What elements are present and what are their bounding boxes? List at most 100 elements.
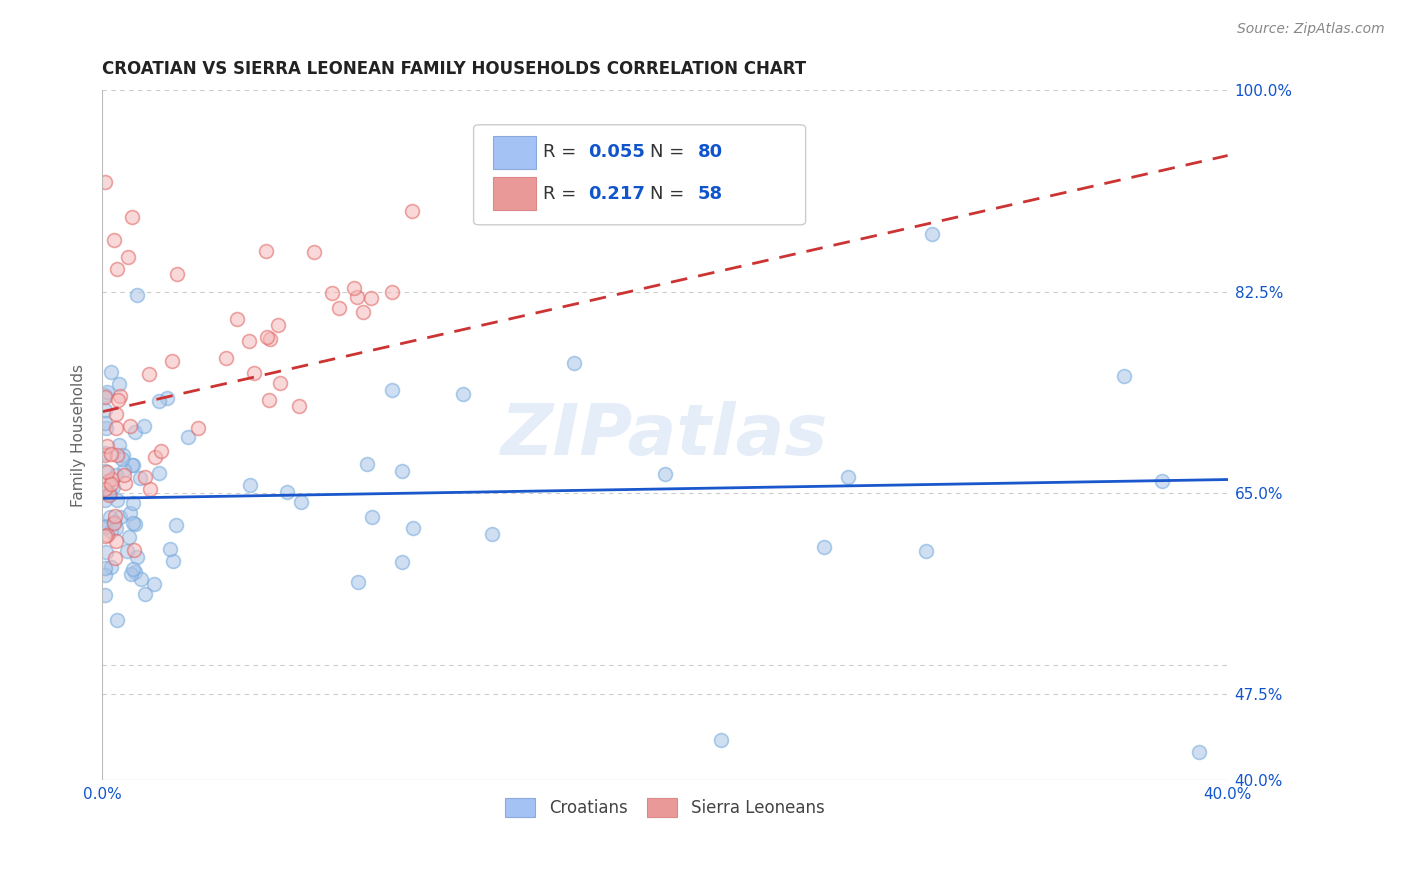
Point <box>94 445 117 459</box>
Point <box>94 175 117 189</box>
Point <box>127 288 149 302</box>
Point <box>104 551 127 566</box>
Point <box>105 493 128 508</box>
Point <box>94 588 117 602</box>
Point <box>328 301 350 315</box>
Point <box>710 733 733 747</box>
Point <box>94 561 117 575</box>
Point <box>915 544 938 558</box>
Bar <box>492 178 536 211</box>
Point <box>162 554 184 568</box>
Point <box>360 510 382 524</box>
Y-axis label: Family Households: Family Households <box>72 364 86 507</box>
Point <box>134 587 156 601</box>
Point <box>94 416 117 430</box>
Point <box>356 458 378 472</box>
Point <box>96 528 118 542</box>
Point <box>238 334 260 348</box>
Point <box>1188 745 1211 759</box>
Text: 80: 80 <box>697 144 723 161</box>
Point <box>453 386 475 401</box>
Point <box>402 521 425 535</box>
FancyBboxPatch shape <box>474 125 806 225</box>
Point <box>96 519 118 533</box>
Point <box>94 520 117 534</box>
Point <box>288 399 311 413</box>
Point <box>105 613 128 627</box>
Point <box>121 496 143 510</box>
Text: R =: R = <box>543 144 582 161</box>
Legend: Croatians, Sierra Leoneans: Croatians, Sierra Leoneans <box>499 791 831 823</box>
Point <box>654 467 676 481</box>
Point <box>121 210 143 224</box>
Point <box>98 487 121 501</box>
Text: N =: N = <box>651 185 690 202</box>
Point <box>104 509 127 524</box>
Point <box>107 261 129 276</box>
Point <box>94 529 117 543</box>
Text: 0.055: 0.055 <box>588 144 645 161</box>
Point <box>127 550 149 565</box>
Point <box>132 419 155 434</box>
Point <box>94 448 117 462</box>
Text: 58: 58 <box>697 185 723 202</box>
Point <box>120 566 142 581</box>
Point <box>96 465 118 479</box>
Point <box>391 464 413 478</box>
Point <box>138 367 160 381</box>
Point <box>97 488 120 502</box>
Point <box>94 390 117 404</box>
Point <box>267 318 290 333</box>
Point <box>108 438 131 452</box>
Point <box>111 452 134 467</box>
Point <box>94 483 117 497</box>
Point <box>276 485 298 500</box>
Point <box>187 420 209 434</box>
Point <box>110 389 132 403</box>
Point <box>94 421 117 435</box>
Point <box>150 444 173 458</box>
Point <box>921 227 943 241</box>
Point <box>104 421 127 435</box>
Point <box>96 385 118 400</box>
Point <box>100 524 122 539</box>
Point <box>160 354 183 368</box>
Point <box>177 429 200 443</box>
Point <box>239 477 262 491</box>
Point <box>321 286 343 301</box>
Point <box>215 351 238 365</box>
Point <box>352 305 374 319</box>
Point <box>103 516 125 531</box>
Point <box>259 333 281 347</box>
Point <box>243 367 266 381</box>
Point <box>118 506 141 520</box>
Point <box>562 356 585 370</box>
Point <box>159 541 181 556</box>
Point <box>381 285 404 299</box>
Point <box>114 475 136 490</box>
Point <box>148 467 170 481</box>
Point <box>121 562 143 576</box>
Point <box>100 472 122 486</box>
Point <box>391 555 413 569</box>
Point <box>105 448 128 462</box>
Point <box>96 439 118 453</box>
Point <box>103 233 125 247</box>
Point <box>134 470 156 484</box>
Point <box>94 567 117 582</box>
Point <box>94 387 117 401</box>
Point <box>100 447 122 461</box>
Point <box>257 393 280 408</box>
Point <box>94 493 117 508</box>
Point <box>105 521 128 535</box>
Point <box>94 402 117 417</box>
Point <box>110 509 132 524</box>
Point <box>117 250 139 264</box>
Text: CROATIAN VS SIERRA LEONEAN FAMILY HOUSEHOLDS CORRELATION CHART: CROATIAN VS SIERRA LEONEAN FAMILY HOUSEH… <box>103 60 806 78</box>
Point <box>254 244 277 259</box>
Point <box>360 291 382 305</box>
Point <box>100 477 122 491</box>
Point <box>124 542 146 557</box>
Point <box>117 544 139 558</box>
Point <box>381 383 404 397</box>
